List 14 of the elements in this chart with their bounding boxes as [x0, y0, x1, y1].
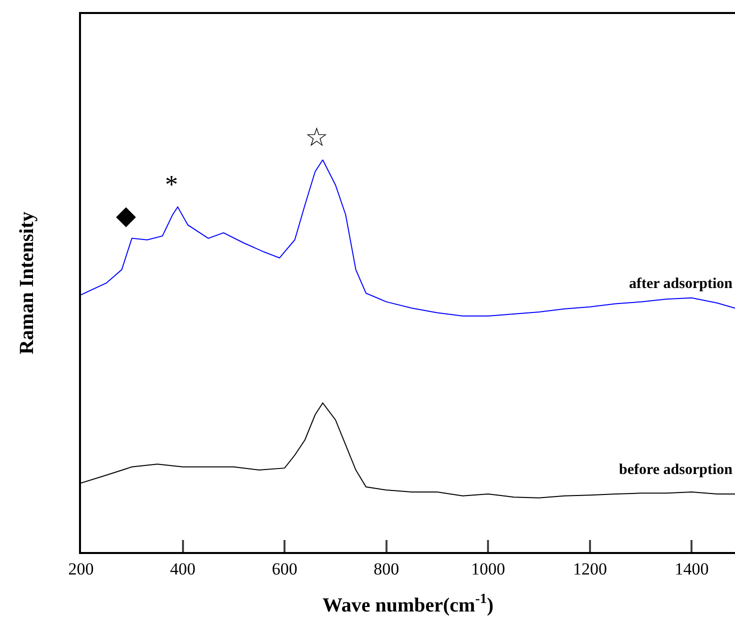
x-tick-label: 800 — [374, 559, 400, 578]
x-axis-title: Wave number(cm$^{-1}$) — [322, 592, 494, 616]
series-label: after adsorption — [629, 276, 734, 292]
x-tick-label: 200 — [68, 559, 94, 578]
series-label: before adsorption — [619, 462, 734, 478]
x-tick-label: 400 — [170, 559, 196, 578]
annotation: ◆ — [116, 201, 136, 230]
y-axis-title: Raman Intensity — [16, 212, 38, 354]
x-tick-label: 1400 — [674, 559, 709, 578]
x-tick-label: 1200 — [572, 559, 607, 578]
x-tick-label: 600 — [272, 559, 298, 578]
annotation: ☆ — [305, 123, 328, 152]
x-tick-label: 1000 — [471, 559, 506, 578]
annotation: * — [165, 170, 178, 199]
